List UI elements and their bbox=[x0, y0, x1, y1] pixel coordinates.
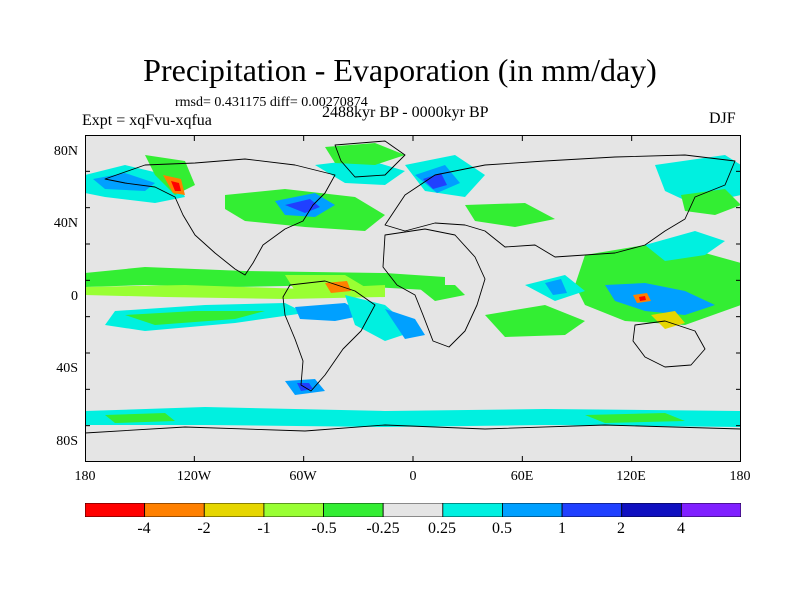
lat-label-80n: 80N bbox=[53, 144, 78, 159]
contour-lightblue bbox=[605, 283, 715, 315]
contour-green bbox=[465, 203, 555, 227]
lat-label-40s: 40S bbox=[56, 361, 78, 376]
lat-label-eq: 0 bbox=[71, 289, 78, 304]
season-label: DJF bbox=[709, 110, 736, 127]
coast-australia bbox=[632, 320, 706, 368]
contour-lightgreen bbox=[85, 285, 385, 299]
colorbar-swatch bbox=[263, 503, 324, 517]
lon-label-0: 0 bbox=[409, 469, 417, 484]
colorbar-label: -0.25 bbox=[366, 520, 400, 537]
contour-cyan bbox=[345, 295, 415, 341]
period-label: 2488kyr BP - 0000kyr BP bbox=[322, 104, 489, 121]
colorbar-swatch bbox=[203, 503, 265, 517]
contour-red bbox=[171, 181, 181, 191]
contour-green bbox=[681, 189, 741, 215]
colorbar-label: 0.5 bbox=[492, 520, 512, 537]
lon-label-120w: 120W bbox=[176, 469, 212, 484]
contour-cyan bbox=[85, 407, 741, 427]
coast-north-america bbox=[104, 158, 336, 276]
lat-label-40n: 40N bbox=[53, 216, 78, 231]
contour-green bbox=[585, 413, 685, 423]
lon-label-180e: 180 bbox=[729, 469, 751, 484]
contour-blue bbox=[285, 199, 320, 213]
contour-cyan bbox=[645, 231, 725, 261]
stats-line: rmsd= 0.431175 diff= 0.00270874 bbox=[175, 95, 368, 110]
experiment-label: Expt = xqFvu-xqfua bbox=[82, 112, 212, 129]
lon-label-180w: 180 bbox=[74, 469, 96, 484]
lon-label-60e: 60E bbox=[510, 469, 534, 484]
contour-lightblue bbox=[385, 309, 425, 339]
coastlines bbox=[85, 140, 741, 434]
world-map bbox=[85, 135, 741, 462]
coast-south-america bbox=[282, 280, 376, 392]
lon-label-120e: 120E bbox=[616, 469, 646, 484]
colorbar bbox=[85, 503, 741, 517]
contour-green bbox=[325, 143, 405, 165]
colorbar-label: -1 bbox=[257, 520, 271, 537]
colorbar-swatch bbox=[323, 503, 384, 517]
colorbar-label: -2 bbox=[197, 520, 211, 537]
contour-green bbox=[105, 413, 175, 423]
colorbar-label: 2 bbox=[617, 520, 625, 537]
contour-blue bbox=[423, 173, 447, 189]
colorbar-swatch bbox=[561, 503, 623, 517]
plot-title: Precipitation - Evaporation (in mm/day) bbox=[143, 52, 657, 88]
colorbar-swatch bbox=[85, 503, 146, 517]
contour-green bbox=[415, 285, 465, 301]
contour-green bbox=[125, 311, 265, 325]
colorbar-label: 0.25 bbox=[428, 520, 456, 537]
colorbar-swatch bbox=[680, 503, 741, 517]
contour-cyan bbox=[315, 159, 405, 185]
colorbar-swatch bbox=[502, 503, 563, 517]
contour-lightblue bbox=[545, 279, 567, 295]
coast-africa bbox=[382, 228, 486, 348]
lon-label-60w: 60W bbox=[289, 469, 317, 484]
colorbar-swatch bbox=[621, 503, 682, 517]
coast-greenland bbox=[334, 140, 406, 178]
map-ticks bbox=[85, 135, 741, 462]
colorbar-swatch bbox=[382, 503, 444, 517]
contour-orange bbox=[325, 281, 351, 293]
colorbar-label: 4 bbox=[677, 520, 685, 537]
colorbar-label: 1 bbox=[558, 520, 566, 537]
colorbar-swatch bbox=[442, 503, 503, 517]
coast-eurasia bbox=[384, 154, 736, 258]
contour-lightblue bbox=[295, 303, 365, 321]
colorbar-label: -0.5 bbox=[311, 520, 337, 537]
contour-green bbox=[485, 305, 585, 337]
lat-label-80s: 80S bbox=[56, 434, 78, 449]
contour-red bbox=[639, 296, 646, 301]
colorbar-label: -4 bbox=[137, 520, 151, 537]
colorbar-swatch bbox=[144, 503, 205, 517]
coast-antarctica bbox=[85, 424, 741, 434]
